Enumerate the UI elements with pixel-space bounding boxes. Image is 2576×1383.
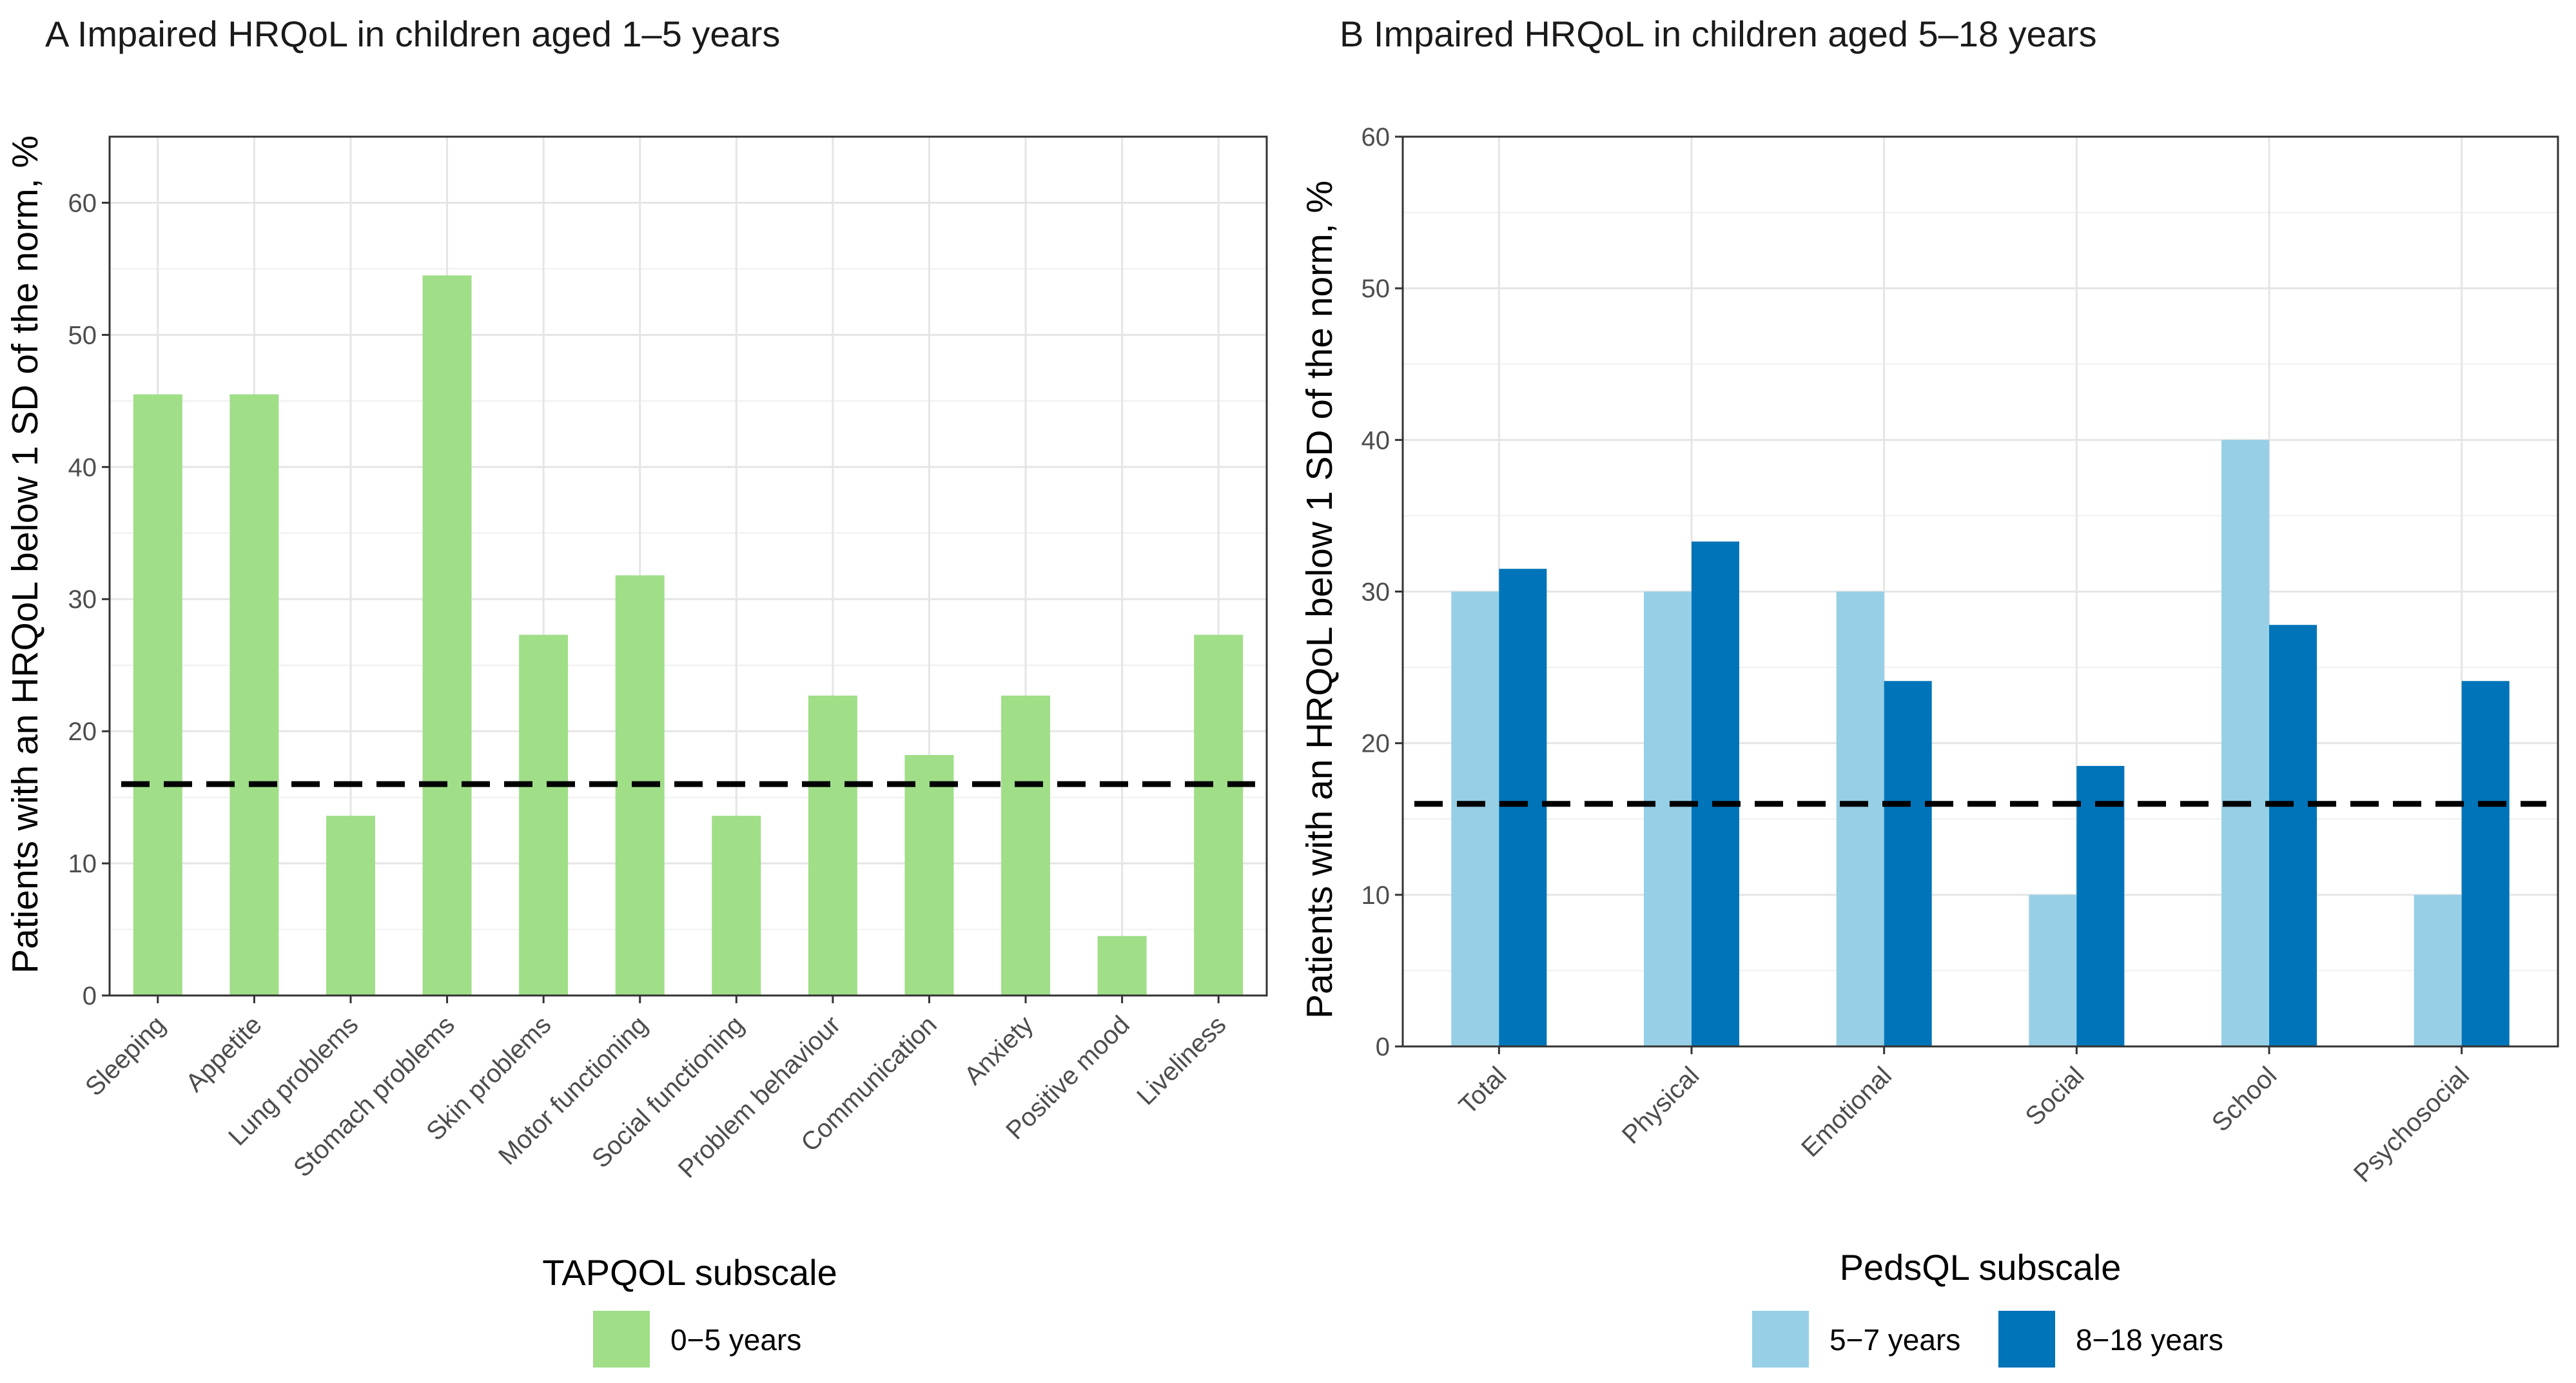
bar-sleeping-0-5-years: [133, 394, 182, 996]
panel-b-y-ticks: 0 10 20 30 40 50 60: [1361, 123, 1403, 1061]
x-tick-label-school: School: [2207, 1061, 2283, 1137]
x-tick-label-total: Total: [1454, 1061, 1512, 1120]
bar-anxiety-0-5-years: [1001, 695, 1051, 996]
panel-b-legend-swatch-5-7-years: [1752, 1311, 1809, 1368]
y-tick-label: 0: [83, 982, 97, 1010]
x-tick-label-appetite: Appetite: [181, 1010, 268, 1097]
y-tick-label: 0: [1376, 1033, 1390, 1061]
bar-lung-problems-0-5-years: [326, 816, 375, 996]
bar-problem-behaviour-0-5-years: [808, 695, 857, 996]
x-tick-label-problem-behaviour: Problem behaviour: [673, 1010, 846, 1184]
y-tick-label: 60: [68, 189, 97, 217]
bar-emotional-5-7-years: [1836, 591, 1884, 1046]
x-tick-label-liveliness: Liveliness: [1131, 1010, 1231, 1110]
panel-a-title: A Impaired HRQoL in children aged 1–5 ye…: [45, 14, 780, 54]
y-tick-label: 40: [1361, 426, 1390, 455]
bar-social-5-7-years: [2029, 894, 2077, 1046]
panel-b-legend-label-5-7-years: 5−7 years: [1830, 1323, 1960, 1357]
x-tick-label-emotional: Emotional: [1796, 1061, 1897, 1162]
panel-a-plot-border: [108, 135, 1268, 997]
bar-appetite-0-5-years: [229, 394, 279, 996]
panel-b-grid: [1403, 135, 2558, 1048]
panel-b: B Impaired HRQoL in children aged 5–18 y…: [1299, 14, 2559, 1368]
panel-a-plot-background: [110, 137, 1267, 996]
bar-total-8-18-years: [1499, 569, 1547, 1046]
bar-stomach-problems-0-5-years: [422, 275, 472, 996]
y-tick-label: 20: [1361, 730, 1390, 758]
y-tick-label: 10: [68, 850, 97, 878]
x-tick-label-anxiety: Anxiety: [959, 1010, 1039, 1090]
bar-school-5-7-years: [2221, 440, 2269, 1046]
panel-b-y-axis-label: Patients with an HRQoL below 1 SD of the…: [1299, 181, 1340, 1019]
panel-b-legend-label-8-18-years: 8−18 years: [2076, 1323, 2223, 1357]
panel-a-legend-title: TAPQOL subscale: [542, 1252, 837, 1293]
bar-social-functioning-0-5-years: [712, 816, 761, 996]
y-tick-label: 40: [68, 453, 97, 482]
bar-positive-mood-0-5-years: [1097, 936, 1147, 996]
bar-psychosocial-8-18-years: [2461, 681, 2510, 1046]
panel-a-bars: [133, 275, 1244, 996]
panel-b-legend-swatch-8-18-years: [1998, 1311, 2055, 1368]
panel-a-legend-label-0-5-years: 0−5 years: [670, 1323, 801, 1357]
y-tick-label: 50: [1361, 275, 1390, 303]
panel-a-legend-swatch-0-5-years: [593, 1311, 650, 1368]
x-tick-label-physical: Physical: [1617, 1061, 1704, 1149]
x-tick-label-sleeping: Sleeping: [80, 1010, 171, 1101]
panel-b-x-ticks: Total Physical Emotional Social School Psycho…: [1454, 1046, 2475, 1188]
bar-emotional-8-18-years: [1884, 681, 1932, 1046]
bar-school-8-18-years: [2269, 625, 2317, 1046]
panel-b-legend-title: PedsQL subscale: [1840, 1247, 2122, 1288]
y-tick-label: 20: [68, 718, 97, 746]
x-tick-label-social: Social: [2020, 1061, 2090, 1131]
panel-a-y-axis-label: Patients with an HRQoL below 1 SD of the…: [5, 135, 46, 974]
panel-b-bars: [1451, 440, 2510, 1046]
bar-total-5-7-years: [1451, 591, 1499, 1046]
bar-communication-0-5-years: [904, 755, 954, 996]
y-tick-label: 10: [1361, 881, 1390, 910]
x-tick-label-psychosocial: Psychosocial: [2348, 1061, 2475, 1188]
x-tick-label-stomach-problems: Stomach problems: [288, 1010, 460, 1182]
bar-liveliness-0-5-years: [1194, 634, 1244, 996]
panel-b-title: B Impaired HRQoL in children aged 5–18 y…: [1340, 14, 2097, 54]
panel-a-y-ticks: 0 10 20 30 40 50 60: [68, 189, 110, 1010]
y-tick-label: 60: [1361, 123, 1390, 152]
bar-social-8-18-years: [2076, 765, 2125, 1046]
bar-physical-8-18-years: [1692, 541, 1739, 1046]
y-tick-label: 50: [68, 321, 97, 349]
bar-psychosocial-5-7-years: [2414, 894, 2462, 1046]
panel-a-grid: [110, 137, 1267, 997]
bar-physical-5-7-years: [1644, 591, 1692, 1046]
panel-a: A Impaired HRQoL in children aged 1–5 ye…: [5, 14, 1268, 1368]
y-tick-label: 30: [1361, 578, 1390, 607]
bar-skin-problems-0-5-years: [519, 634, 569, 996]
y-tick-label: 30: [68, 585, 97, 614]
